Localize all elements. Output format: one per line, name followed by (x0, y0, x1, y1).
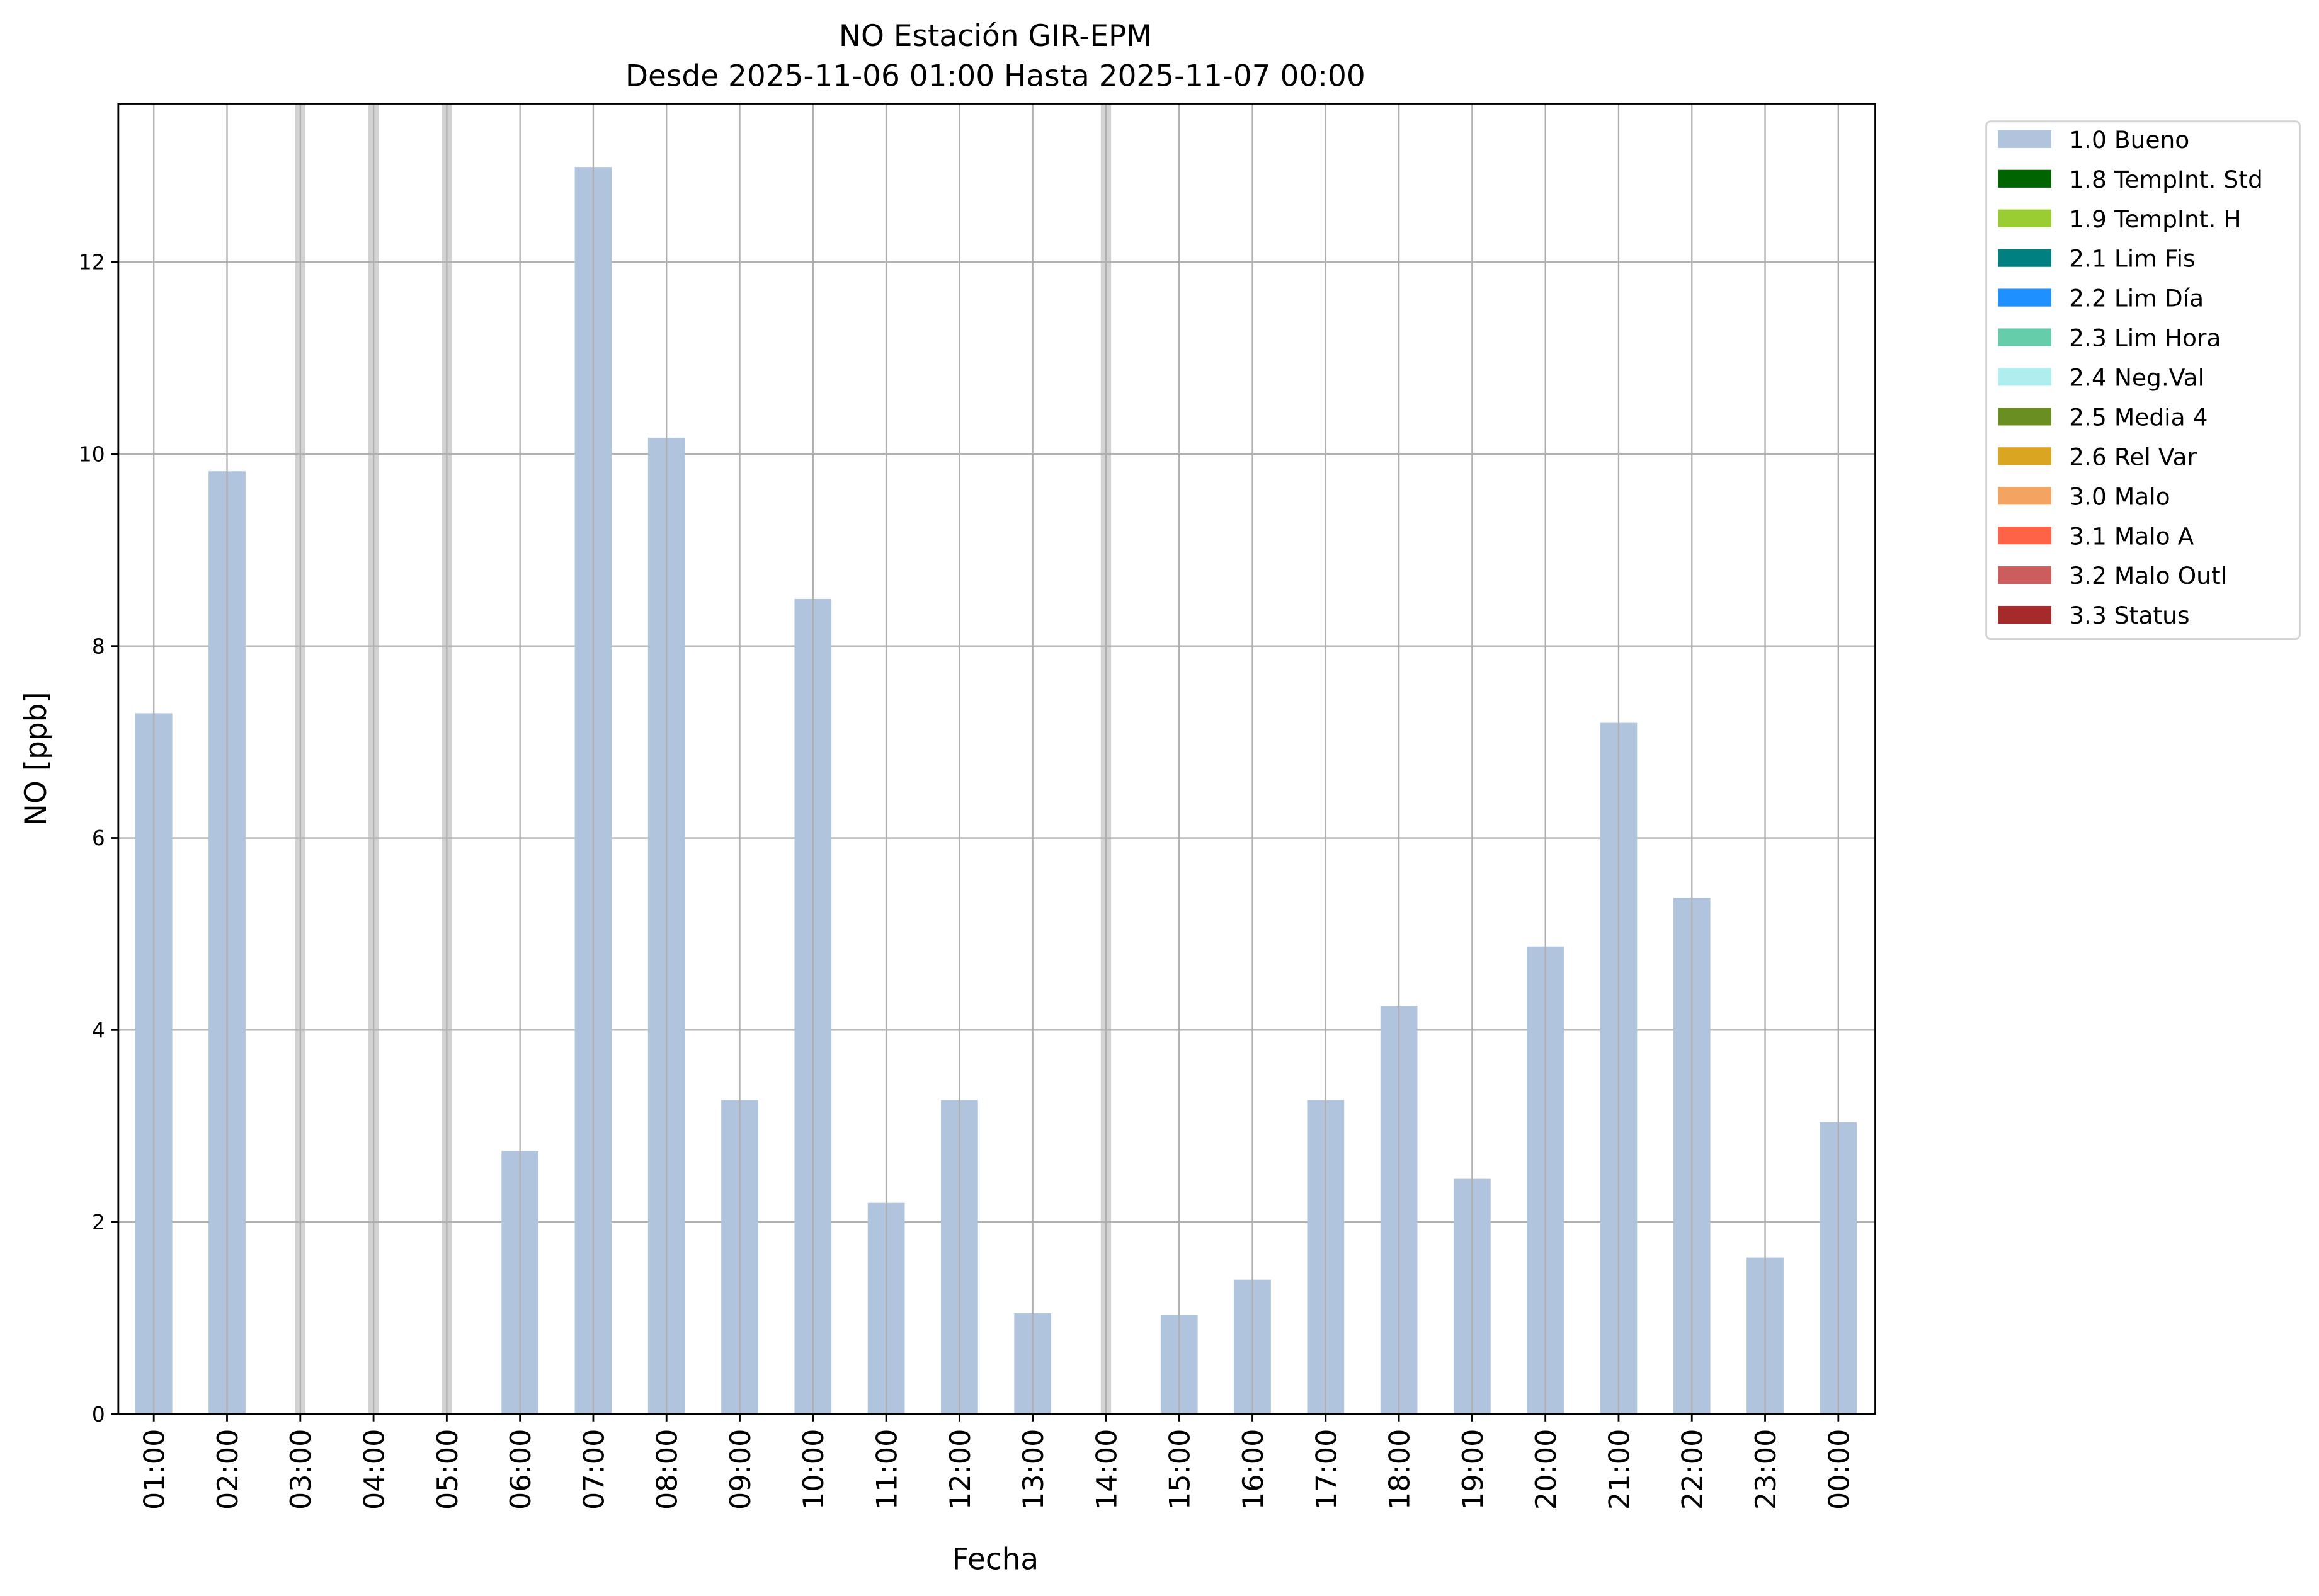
x-tick-label: 06:00 (504, 1429, 537, 1510)
legend-swatch (1998, 487, 2051, 505)
legend-label: 1.8 TempInt. Std (2069, 166, 2263, 193)
x-tick-label: 03:00 (285, 1429, 317, 1510)
x-tick-label: 12:00 (944, 1429, 977, 1510)
x-tick-label: 23:00 (1750, 1429, 1782, 1510)
legend-label: 3.0 Malo (2069, 482, 2170, 510)
x-tick-label: 13:00 (1017, 1429, 1050, 1510)
x-tick-label: 16:00 (1237, 1429, 1270, 1510)
legend-swatch (1998, 408, 2051, 426)
legend-label: 2.5 Media 4 (2069, 403, 2208, 431)
vertical-grid (153, 103, 1840, 1415)
legend-swatch (1998, 328, 2051, 346)
legend-frame (1985, 120, 2301, 640)
y-tick-label: 12 (79, 250, 105, 275)
x-tick-label: 05:00 (431, 1429, 464, 1510)
legend-swatch (1998, 605, 2051, 624)
y-tick-label: 0 (92, 1402, 105, 1427)
legend-label: 1.9 TempInt. H (2069, 205, 2242, 233)
legend-label: 2.6 Rel Var (2069, 443, 2197, 470)
legend-swatch (1998, 249, 2051, 267)
x-tick-label: 01:00 (139, 1429, 171, 1510)
x-tick-label: 20:00 (1530, 1429, 1563, 1510)
x-tick-label: 14:00 (1090, 1429, 1123, 1510)
legend-label: 2.1 Lim Fis (2069, 245, 2195, 273)
x-tick-label: 18:00 (1384, 1429, 1416, 1510)
chart-title: NO Estación GIR-EPM (839, 19, 1152, 54)
legend-label: 3.3 Status (2069, 601, 2189, 629)
legend-label: 2.3 Lim Hora (2069, 324, 2221, 352)
y-axis: 0 2 4 6 8 10 12 (79, 250, 118, 1427)
legend-label: 1.0 Bueno (2069, 126, 2189, 154)
legend-swatch (1998, 288, 2051, 307)
x-tick-label: 19:00 (1457, 1429, 1490, 1510)
x-tick-label: 11:00 (871, 1429, 904, 1510)
legend-swatch (1998, 566, 2051, 584)
legend-swatch (1998, 368, 2051, 386)
legend-label: 2.2 Lim Día (2069, 285, 2204, 312)
x-tick-label: 22:00 (1677, 1429, 1709, 1510)
x-axis: 01:00 02:00 03:00 04:00 05:00 06:00 07:00 08:00… (139, 1414, 1855, 1510)
x-tick-label: 21:00 (1603, 1429, 1636, 1510)
legend-label: 3.2 Malo Outl (2069, 562, 2227, 590)
x-tick-label: 02:00 (212, 1429, 244, 1510)
x-tick-label: 07:00 (578, 1429, 610, 1510)
x-tick-label: 10:00 (797, 1429, 830, 1510)
y-tick-label: 6 (92, 826, 105, 850)
legend-label: 2.4 Neg.Val (2069, 364, 2204, 392)
y-axis-label: NO [ppb] (19, 692, 54, 826)
x-tick-label: 00:00 (1823, 1429, 1855, 1510)
y-tick-label: 4 (92, 1018, 105, 1042)
chart-subtitle: Desde 2025-11-06 01:00 Hasta 2025-11-07 … (625, 59, 1365, 93)
x-tick-label: 08:00 (651, 1429, 684, 1510)
legend: 1.0 Bueno 1.8 TempInt. Std 1.9 TempInt. H 2… (1985, 120, 2301, 640)
legend-swatch (1998, 527, 2051, 545)
plot-frame (117, 103, 1876, 1415)
x-tick-label: 09:00 (724, 1429, 757, 1510)
legend-swatch (1998, 447, 2051, 465)
x-tick-label: 17:00 (1310, 1429, 1343, 1510)
x-tick-label: 15:00 (1164, 1429, 1197, 1510)
x-tick-label: 04:00 (358, 1429, 391, 1510)
legend-swatch (1998, 209, 2051, 227)
y-tick-label: 10 (79, 442, 105, 467)
legend-swatch (1998, 130, 2051, 148)
legend-label: 3.1 Malo A (2069, 522, 2194, 550)
y-tick-label: 8 (92, 634, 105, 658)
grid (118, 261, 1876, 1223)
legend-swatch (1998, 169, 2051, 188)
y-tick-label: 2 (92, 1210, 105, 1234)
x-axis-label: Fecha (952, 1542, 1039, 1577)
